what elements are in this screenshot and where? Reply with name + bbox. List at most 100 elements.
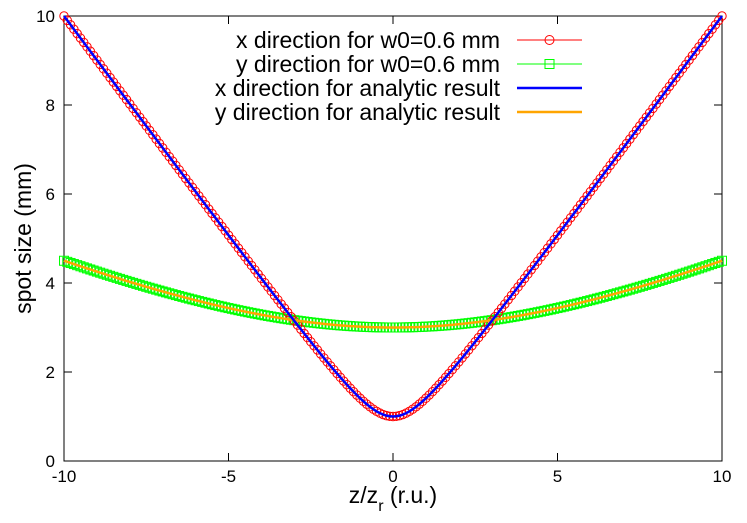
data-point bbox=[651, 276, 662, 287]
data-point bbox=[118, 274, 129, 285]
series-y-direction-for-w0-0-6-mm bbox=[59, 255, 727, 333]
x-axis-title-suffix: (r.u.) bbox=[384, 482, 438, 508]
data-point bbox=[95, 267, 106, 278]
data-point bbox=[713, 256, 724, 267]
data-point bbox=[700, 261, 711, 272]
data-point bbox=[411, 402, 421, 412]
data-point bbox=[431, 383, 441, 393]
data-point bbox=[664, 272, 675, 283]
data-point bbox=[421, 393, 431, 403]
legend-marker bbox=[544, 59, 555, 69]
data-point bbox=[101, 269, 112, 280]
x-axis-title-base: z/z bbox=[349, 482, 378, 508]
data-point bbox=[358, 396, 369, 406]
data-point bbox=[684, 266, 695, 277]
data-point bbox=[638, 280, 649, 291]
data-point bbox=[680, 267, 691, 278]
legend: x direction for w0=0.6 mmy direction for… bbox=[215, 27, 582, 125]
data-point bbox=[707, 259, 718, 270]
data-point bbox=[78, 262, 89, 273]
x-tick-label: 10 bbox=[713, 467, 732, 486]
y-tick-label: 4 bbox=[46, 274, 55, 293]
data-point bbox=[348, 386, 359, 397]
data-point bbox=[114, 273, 125, 284]
series-line bbox=[62, 15, 724, 418]
legend-entry: y direction for w0=0.6 mm bbox=[236, 51, 582, 77]
data-point bbox=[427, 386, 438, 397]
data-point bbox=[91, 266, 102, 277]
data-point bbox=[667, 271, 678, 282]
y-tick-label: 0 bbox=[46, 452, 55, 471]
data-point bbox=[408, 404, 418, 414]
data-point bbox=[361, 399, 372, 409]
data-point bbox=[72, 260, 83, 271]
axis-tick-labels: -10 -5 0 5 10 0 2 4 6 8 10 bbox=[36, 7, 731, 486]
data-point bbox=[703, 260, 714, 271]
legend-entry: x direction for w0=0.6 mm bbox=[236, 27, 582, 53]
data-point bbox=[654, 275, 665, 286]
x-tick-label: -10 bbox=[52, 467, 77, 486]
data-point bbox=[697, 262, 708, 273]
y-tick-label: 10 bbox=[36, 7, 55, 26]
data-point bbox=[121, 275, 132, 286]
data-point bbox=[98, 268, 109, 279]
data-point bbox=[674, 269, 685, 280]
data-point bbox=[355, 393, 365, 403]
x-tick-label: 5 bbox=[553, 467, 562, 486]
data-point bbox=[108, 271, 119, 282]
data-point bbox=[137, 280, 148, 291]
data-point bbox=[644, 278, 655, 289]
data-point bbox=[82, 263, 93, 274]
data-point bbox=[345, 383, 355, 393]
legend-entry: y direction for analytic result bbox=[215, 99, 582, 125]
data-point bbox=[65, 257, 76, 268]
data-point bbox=[634, 281, 645, 292]
series-line bbox=[63, 259, 723, 329]
legend-label: y direction for analytic result bbox=[215, 99, 501, 125]
legend-label: y direction for w0=0.6 mm bbox=[236, 51, 500, 77]
legend-entry: x direction for analytic result bbox=[215, 75, 582, 101]
data-point bbox=[88, 265, 99, 276]
data-point bbox=[59, 255, 69, 266]
y-tick-label: 2 bbox=[46, 363, 55, 382]
series-y-direction-for-analytic-result bbox=[63, 259, 723, 329]
data-point bbox=[85, 264, 96, 275]
data-point bbox=[661, 273, 672, 284]
series-layer bbox=[59, 11, 727, 422]
data-point bbox=[693, 263, 704, 274]
data-point bbox=[68, 259, 79, 270]
data-point bbox=[687, 265, 698, 276]
x-axis-title-subscript: r bbox=[378, 498, 384, 515]
data-point bbox=[670, 270, 681, 281]
data-point bbox=[124, 276, 135, 287]
data-point bbox=[717, 11, 727, 21]
x-axis-title: z/zr (r.u.) bbox=[349, 482, 437, 515]
y-tick-label: 8 bbox=[46, 96, 55, 115]
series-x-direction-for-analytic-result bbox=[62, 15, 724, 418]
y-tick-label: 6 bbox=[46, 185, 55, 204]
data-point bbox=[134, 279, 145, 290]
data-point bbox=[641, 279, 652, 290]
data-point bbox=[414, 399, 425, 409]
y-axis-title: spot size (mm) bbox=[10, 163, 36, 314]
data-point bbox=[352, 390, 362, 400]
data-point bbox=[677, 268, 688, 279]
data-point bbox=[717, 255, 727, 266]
data-point bbox=[417, 396, 428, 406]
data-point bbox=[75, 261, 86, 272]
x-tick-label: -5 bbox=[221, 467, 236, 486]
data-point bbox=[342, 379, 352, 390]
data-point bbox=[105, 270, 116, 281]
data-point bbox=[111, 272, 122, 283]
legend-marker bbox=[544, 35, 555, 45]
data-point bbox=[424, 390, 434, 400]
data-point bbox=[690, 264, 701, 275]
data-point bbox=[141, 281, 152, 292]
legend-label: x direction for w0=0.6 mm bbox=[236, 27, 500, 53]
data-point bbox=[710, 257, 721, 268]
data-point bbox=[647, 277, 658, 288]
legend-label: x direction for analytic result bbox=[215, 75, 501, 101]
data-point bbox=[128, 277, 139, 288]
